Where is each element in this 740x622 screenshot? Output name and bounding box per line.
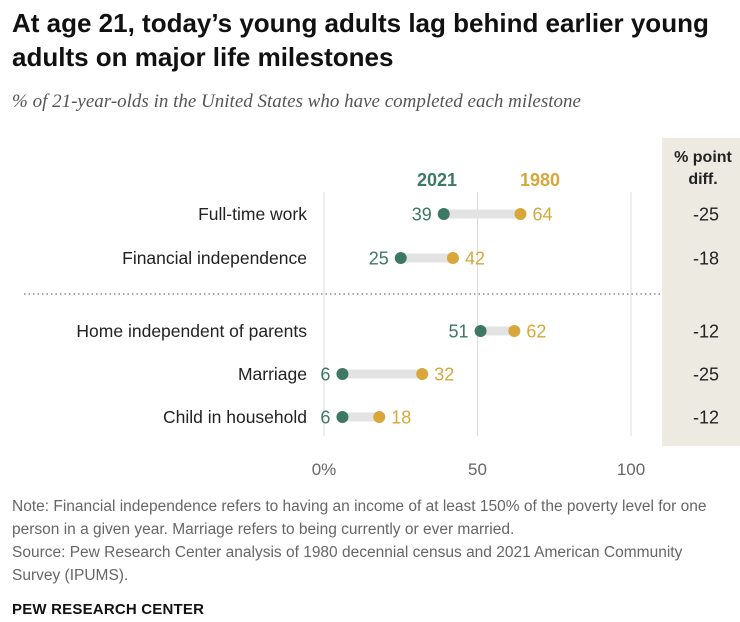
diff-value-1: -18 (693, 249, 719, 269)
dot-1980-0 (514, 208, 527, 220)
chart-subtitle: % of 21-year-olds in the United States w… (12, 91, 581, 112)
value-label-2021-4: 6 (320, 408, 330, 428)
value-label-1980-1: 42 (465, 249, 485, 269)
note-text: Note: Financial independence refers to h… (12, 498, 707, 538)
category-label-3: Marriage (238, 364, 307, 384)
chart-note: Note: Financial independence refers to h… (12, 495, 732, 587)
diff-value-4: -12 (693, 408, 719, 428)
legend-2021: 2021 (417, 170, 457, 190)
diff-panel (662, 138, 740, 446)
source-text: Source: Pew Research Center analysis of … (12, 544, 683, 584)
dot-1980-3 (416, 368, 429, 380)
x-tick-label-2: 100 (617, 460, 645, 479)
diff-value-2: -12 (693, 322, 719, 342)
category-label-4: Child in household (163, 407, 307, 427)
dot-2021-1 (394, 252, 407, 264)
dot-1980-1 (446, 252, 459, 264)
chart-title: At age 21, today’s young adults lag behi… (12, 8, 709, 72)
legend-1980: 1980 (520, 170, 560, 190)
value-label-1980-0: 64 (532, 205, 552, 225)
dot-1980-4 (373, 411, 386, 423)
diff-value-3: -25 (693, 365, 719, 385)
category-label-2: Home independent of parents (76, 321, 307, 341)
category-label-1: Financial independence (122, 248, 307, 268)
value-label-1980-3: 32 (434, 365, 454, 385)
value-label-1980-2: 62 (526, 322, 546, 342)
dot-plot-chart: % point diff. 2021 1980 Full-time work 39 64 -2… (24, 138, 740, 479)
brand-logo-text: PEW RESEARCH CENTER (12, 601, 205, 618)
x-tick-label-1: 50 (468, 460, 487, 479)
diff-value-0: -25 (693, 205, 719, 225)
value-label-2021-0: 39 (412, 205, 432, 225)
value-label-2021-3: 6 (320, 365, 330, 385)
dot-1980-2 (508, 325, 521, 337)
value-label-1980-4: 18 (391, 408, 411, 428)
value-label-2021-2: 51 (449, 322, 469, 342)
diff-header-line-0: % point (674, 149, 732, 166)
x-tick-label-0: 0% (312, 460, 337, 479)
dot-2021-2 (474, 325, 487, 337)
diff-header-line-1: diff. (688, 171, 717, 188)
value-label-2021-1: 25 (369, 249, 389, 269)
dot-2021-0 (437, 208, 450, 220)
dot-2021-3 (336, 368, 349, 380)
dot-2021-4 (336, 411, 349, 423)
category-label-0: Full-time work (198, 204, 307, 224)
